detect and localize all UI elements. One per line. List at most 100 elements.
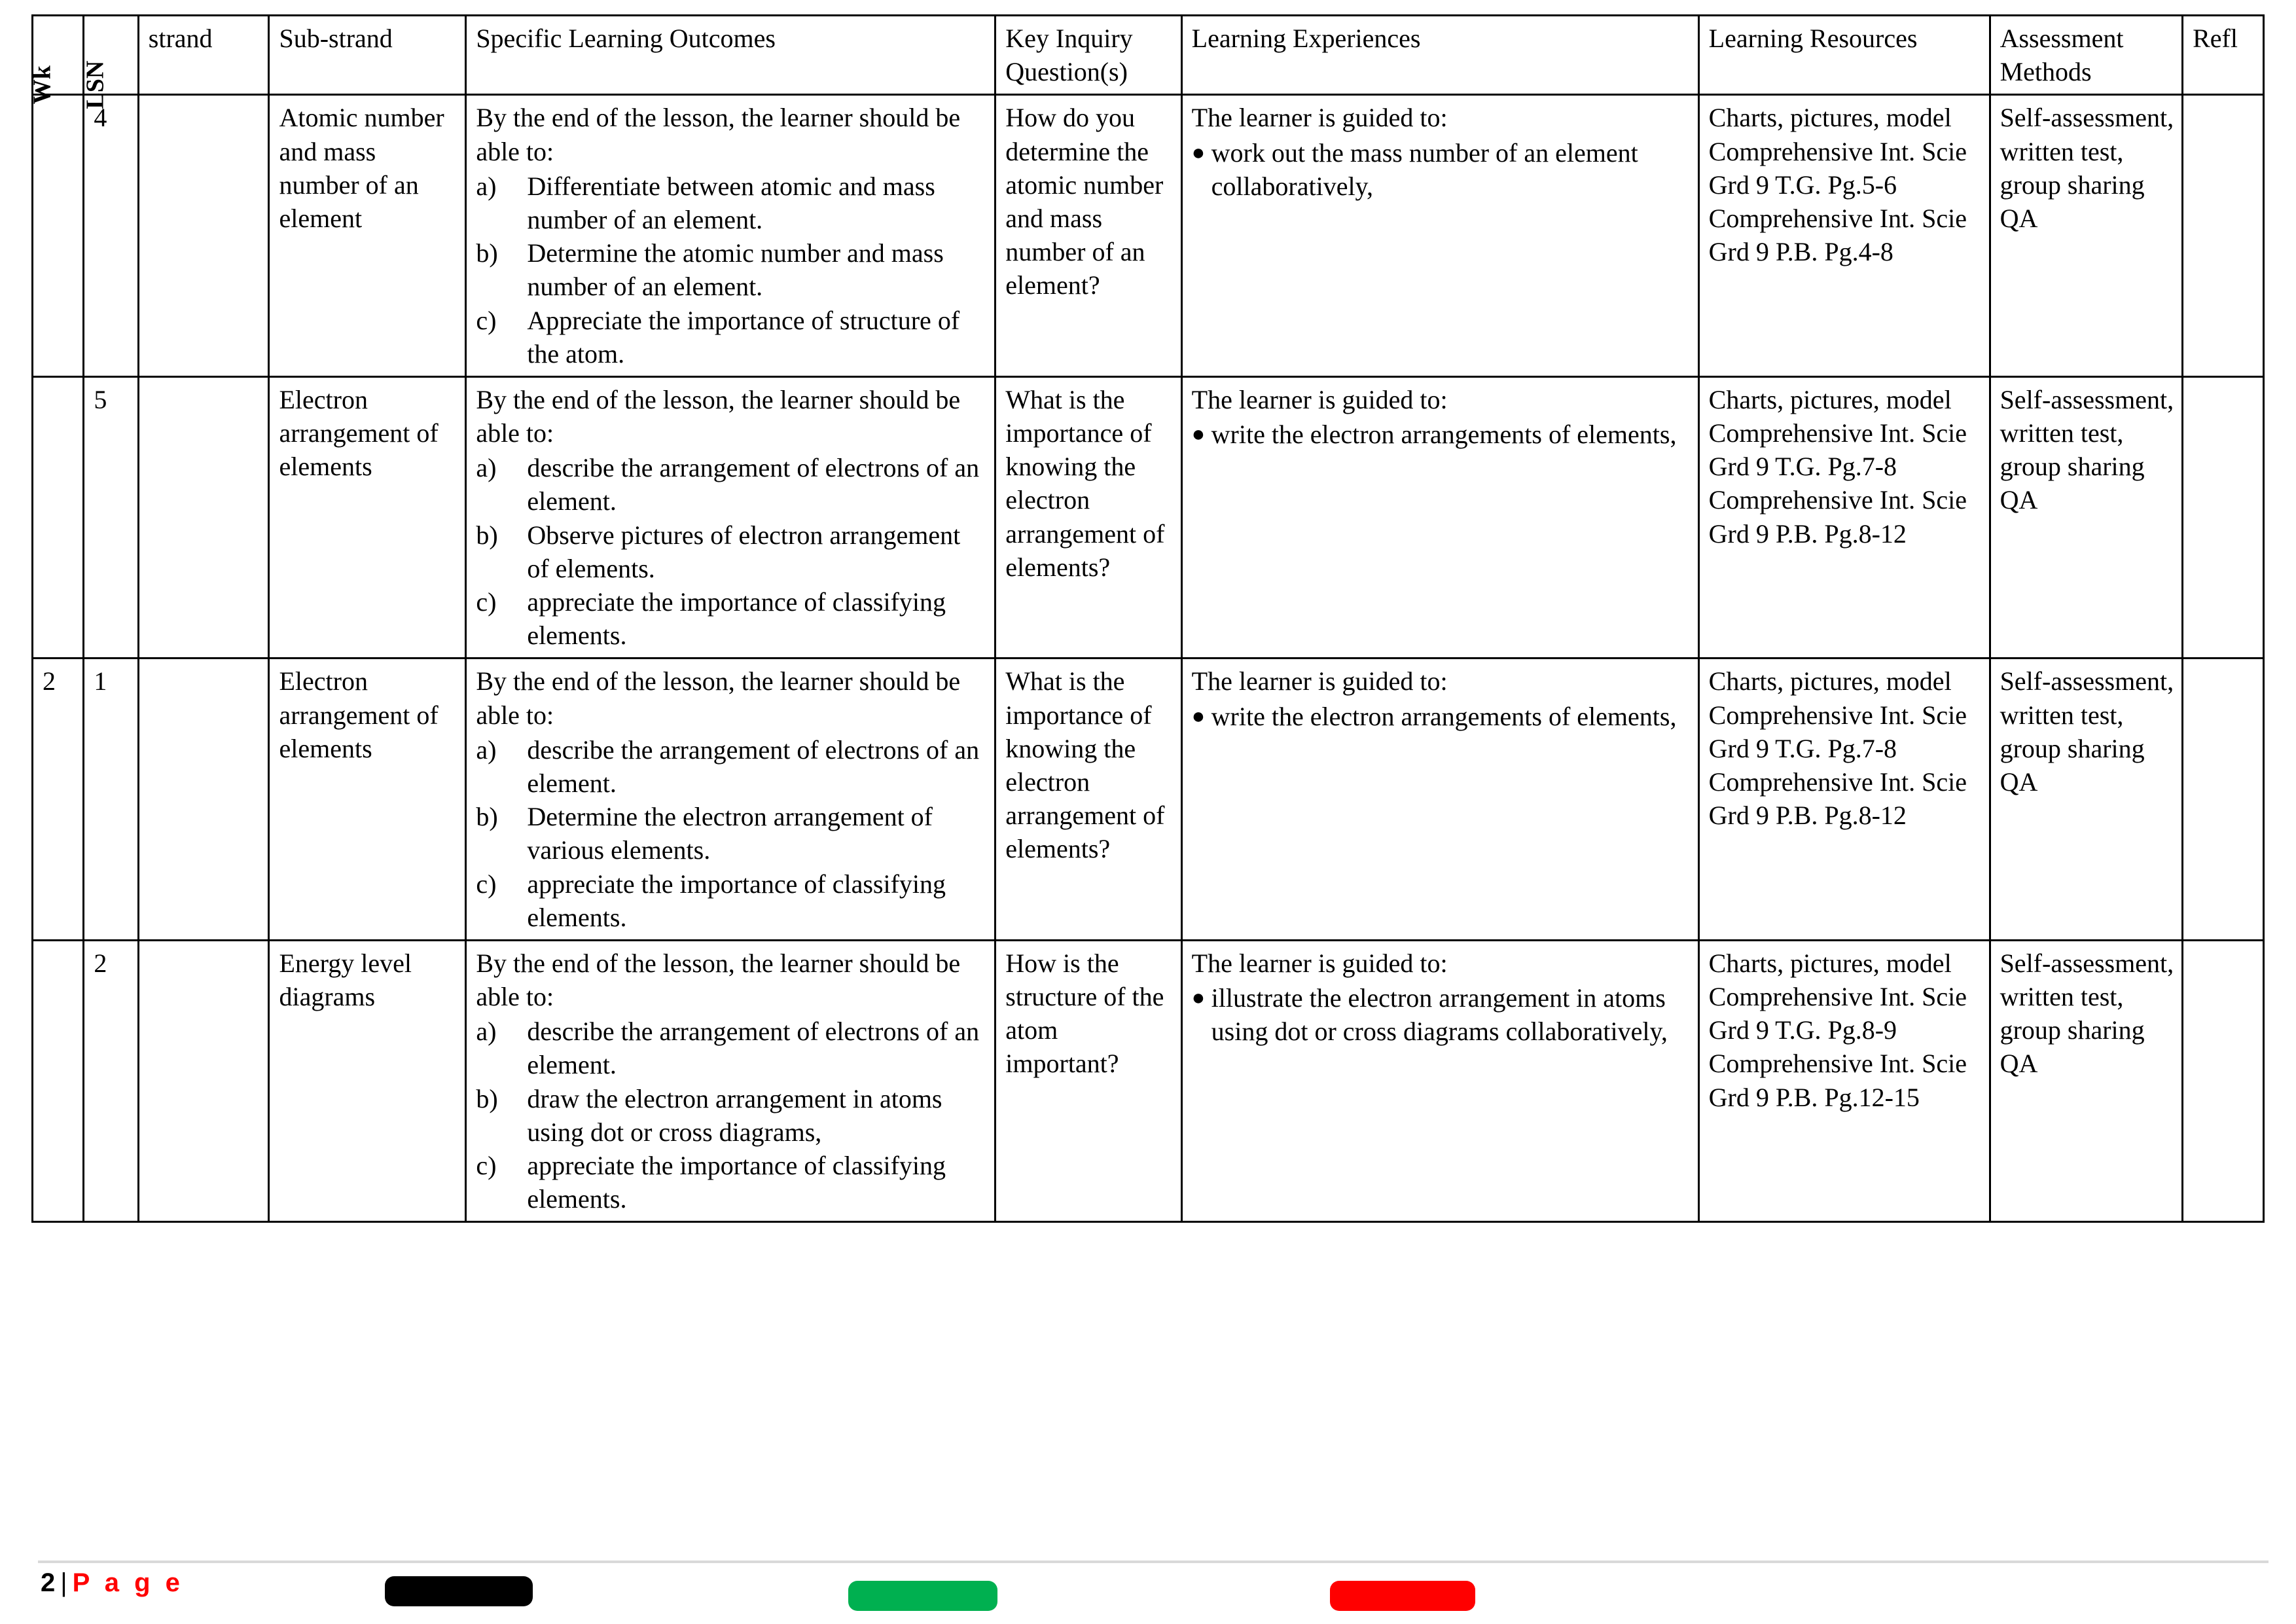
red-bar [1330,1581,1475,1611]
cell-refl [2181,94,2265,378]
slo-item-marker: a) [476,1017,497,1047]
slo-list-item: b) Determine the atomic number and mass n… [476,236,986,303]
cell-learning-experiences: The learner is guided to: ● write the elec… [1180,657,1700,941]
slo-lead-text: By the end of the lesson, the learner sh… [476,384,961,448]
cell-sub-strand: Energy level diagrams [268,939,467,1223]
cell-learning-resources: Charts, pictures, model Comprehensive Int… [1697,657,1991,941]
column-header-strand: strand [137,14,270,96]
cell-lesson-number: 1 [82,657,139,941]
bullet-dot-icon: ● [1191,704,1206,729]
cell-sub-strand: Electron arrangement of elements [268,375,467,660]
learning-resource-line: Comprehensive Int. Scie Grd 9 T.G. Pg.7-… [1708,700,1967,763]
column-header-learning-experiences: Learning Experiences [1180,14,1700,96]
column-header-specific-learning-outcomes: Specific Learning Outcomes [465,14,997,96]
column-header-lsn-label: LSN [81,60,109,109]
cell-assessment-methods: Self-assessment, written test, group sha… [1988,939,2184,1223]
assessment-line-2: Methods [2000,57,2092,87]
assessment-line-1: Assessment [2000,24,2124,53]
cell-specific-learning-outcomes: By the end of the lesson, the learner sh… [465,94,997,378]
page-number-footer: 2 | P a g e [41,1568,184,1598]
cell-key-inquiry-question: What is the importance of knowing the el… [994,657,1183,941]
learning-experience-text: illustrate the electron arrangement in a… [1211,983,1668,1047]
cell-strand [137,657,270,941]
learning-resource-line: Comprehensive Int. Scie Grd 9 P.B. Pg.8-… [1708,767,1967,831]
learning-experience-bullet: ● write the electron arrangements of elem… [1192,700,1690,733]
column-header-wk: Wk [28,14,85,104]
slo-list-item: c) Appreciate the importance of structure… [476,304,986,370]
cell-key-inquiry-question: What is the importance of knowing the el… [994,375,1183,660]
slo-item-marker: b) [476,802,498,832]
cell-specific-learning-outcomes: By the end of the lesson, the learner sh… [465,657,997,941]
slo-list: a) describe the arrangement of electrons … [476,733,986,934]
slo-item-text: Determine the atomic number and mass num… [527,238,944,302]
slo-list-item: a) describe the arrangement of electrons … [476,1015,986,1081]
column-header-learning-resources: Learning Resources [1697,14,1991,96]
cell-sub-strand: Electron arrangement of elements [268,657,467,941]
cell-key-inquiry-question: How do you determine the atomic number a… [994,94,1183,378]
column-header-refl: Refl [2181,14,2265,96]
cell-assessment-methods: Self-assessment, written test, group sha… [1988,375,2184,660]
slo-item-marker: a) [476,171,497,201]
slo-lead-text: By the end of the lesson, the learner sh… [476,948,961,1012]
bullet-dot-icon: ● [1191,140,1206,165]
slo-item-text: describe the arrangement of electrons of… [527,734,980,798]
slo-item-text: appreciate the importance of classifying… [527,587,946,651]
cell-specific-learning-outcomes: By the end of the lesson, the learner sh… [465,375,997,660]
column-header-wk-label: Wk [28,65,56,104]
learning-resource-line: Comprehensive Int. Scie Grd 9 T.G. Pg.7-… [1708,418,1967,482]
slo-list-item: a) describe the arrangement of electrons … [476,733,986,800]
learning-experience-text: write the electron arrangements of eleme… [1211,701,1677,731]
table-body: 4 Atomic number and mass number of an ele… [31,94,2265,1223]
cell-learning-experiences: The learner is guided to: ● work out the m… [1180,94,1700,378]
cell-lesson-number: 5 [82,375,139,660]
cell-refl [2181,657,2265,941]
table-row: 5 Electron arrangement of elements By the … [31,375,2265,660]
learning-resource-line: Comprehensive Int. Scie Grd 9 T.G. Pg.8-… [1708,982,1967,1045]
slo-item-text: Observe pictures of electron arrangement… [527,520,961,583]
slo-item-marker: b) [476,1083,498,1113]
slo-item-text: draw the electron arrangement in atoms u… [527,1083,942,1147]
slo-item-text: describe the arrangement of electrons of… [527,453,980,516]
table-header-row: Wk LSN strand Sub-strand Specific Learni… [28,14,2265,109]
slo-list-item: b) Observe pictures of electron arrangeme… [476,518,986,585]
key-inquiry-line-2: Question(s) [1005,57,1128,87]
cell-specific-learning-outcomes: By the end of the lesson, the learner sh… [465,939,997,1223]
slo-item-text: appreciate the importance of classifying… [527,869,946,932]
slo-list: a) describe the arrangement of electrons … [476,451,986,652]
learning-resource-line: Comprehensive Int. Scie Grd 9 T.G. Pg.5-… [1708,136,1967,200]
slo-lead-text: By the end of the lesson, the learner sh… [476,103,961,166]
slo-item-marker: c) [476,305,497,335]
slo-item-text: Differentiate between atomic and mass nu… [527,171,935,234]
cell-key-inquiry-question: How is the structure of the atom importa… [994,939,1183,1223]
slo-item-marker: c) [476,587,497,617]
bullet-dot-icon: ● [1191,422,1206,447]
table-row: 2 1 Electron arrangement of elements By the… [31,657,2265,941]
slo-list-item: b) Determine the electron arrangement of … [476,800,986,867]
table-row: 2 Energy level diagrams By the end of the … [31,939,2265,1223]
cell-learning-resources: Charts, pictures, model Comprehensive Int… [1697,939,1991,1223]
cell-week [31,94,85,378]
learning-experience-lead: The learner is guided to: [1191,103,1448,133]
cell-week [31,939,85,1223]
slo-item-text: describe the arrangement of electrons of… [527,1017,980,1080]
learning-resource-line: Charts, pictures, model [1708,666,1952,696]
scheme-of-work-table: Wk LSN strand Sub-strand Specific Learni… [28,14,2265,1223]
slo-lead-text: By the end of the lesson, the learner sh… [476,666,961,730]
learning-experience-text: work out the mass number of an element c… [1211,137,1638,201]
page-word: P a g e [72,1568,184,1597]
slo-list-item: c) appreciate the importance of classifyi… [476,1149,986,1216]
green-bar [848,1581,997,1611]
slo-list-item: c) appreciate the importance of classifyi… [476,585,986,652]
slo-list-item: b) draw the electron arrangement in atoms… [476,1082,986,1149]
cell-lesson-number: 2 [82,939,139,1223]
learning-resource-line: Comprehensive Int. Scie Grd 9 P.B. Pg.8-… [1708,485,1967,549]
footer-divider [38,1561,2269,1563]
cell-refl [2181,375,2265,660]
cell-learning-resources: Charts, pictures, model Comprehensive Int… [1697,375,1991,660]
learning-resource-line: Charts, pictures, model [1708,384,1952,414]
learning-resource-line: Comprehensive Int. Scie Grd 9 P.B. Pg.12… [1708,1049,1967,1112]
cell-lesson-number: 4 [82,94,139,378]
cell-sub-strand: Atomic number and mass number of an elem… [268,94,467,378]
cell-strand [137,375,270,660]
